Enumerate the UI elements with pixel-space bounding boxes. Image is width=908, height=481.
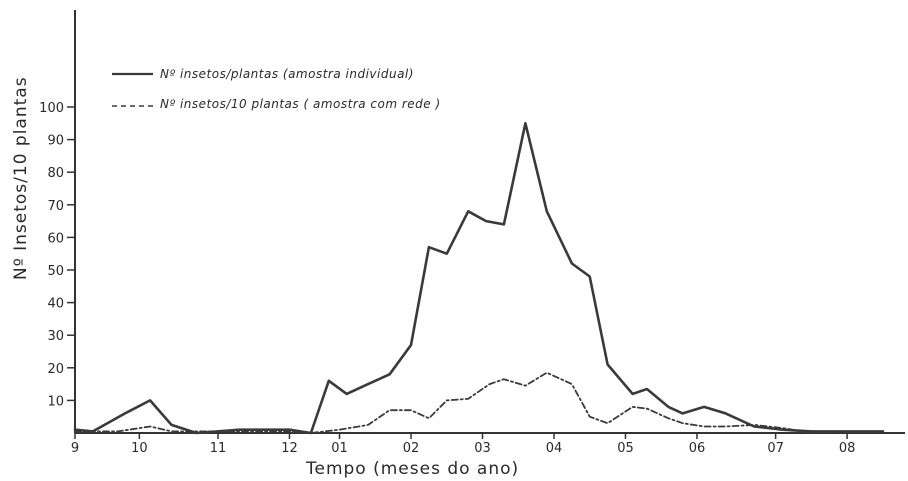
x-tick-label: 08 [839, 441, 856, 456]
y-ticks: 10 20 30 40 50 60 70 80 90 100 [39, 101, 75, 409]
x-tick-label: 9 [71, 441, 79, 456]
series-line-rede [74, 371, 884, 434]
x-tick-label: 12 [281, 441, 298, 456]
series-layer [73, 122, 885, 435]
x-tick-label: 06 [689, 441, 706, 456]
x-tick-label: 04 [546, 441, 563, 456]
y-tick-label: 20 [47, 362, 64, 377]
y-tick-label: 60 [47, 231, 64, 246]
x-tick-label: 05 [617, 441, 634, 456]
y-tick-label: 40 [47, 297, 64, 312]
legend-label-rede: Nº insetos/10 plantas ( amostra com rede… [160, 97, 441, 111]
x-tick-label: 02 [403, 441, 420, 456]
x-tick-label: 07 [767, 441, 784, 456]
x-ticks: 9 10 11 12 01 02 03 04 05 06 07 08 [71, 433, 856, 456]
y-tick-label: 50 [47, 264, 64, 279]
x-tick-label: 10 [131, 441, 148, 456]
y-tick-label: 70 [47, 199, 64, 214]
x-axis-title: Tempo (meses do ano) [305, 459, 519, 479]
y-tick-label: 30 [47, 329, 64, 344]
x-tick-label: 11 [210, 441, 227, 456]
y-tick-label: 100 [39, 101, 64, 116]
y-tick-label: 90 [47, 134, 64, 149]
x-tick-label: 01 [331, 441, 348, 456]
y-tick-label: 10 [47, 394, 64, 409]
x-tick-label: 03 [474, 441, 491, 456]
legend: Nº insetos/plantas (amostra individual) … [112, 67, 441, 111]
y-tick-label: 80 [47, 166, 64, 181]
legend-label-individual: Nº insetos/plantas (amostra individual) [160, 67, 414, 81]
y-axis-title: Nº Insetos/10 plantas [11, 76, 31, 280]
series-line-individual [73, 122, 885, 435]
